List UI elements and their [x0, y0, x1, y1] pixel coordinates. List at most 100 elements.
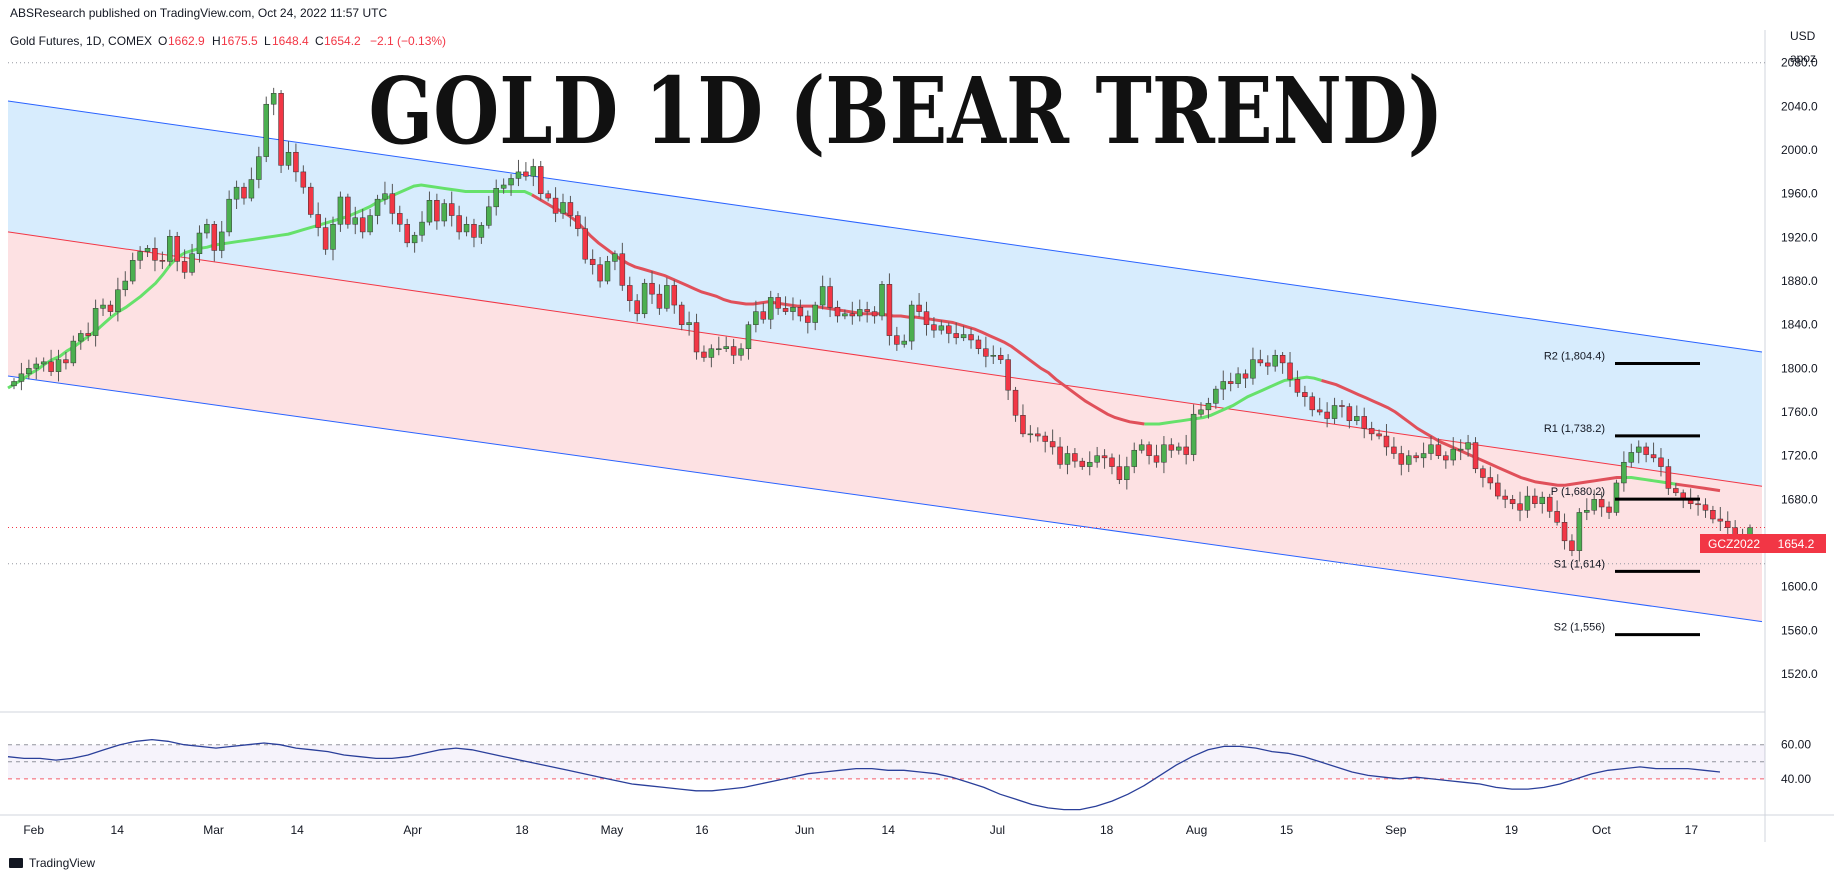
- candle[interactable]: [1554, 500, 1560, 526]
- candle[interactable]: [218, 221, 225, 259]
- candle[interactable]: [960, 325, 967, 342]
- candle[interactable]: [671, 279, 678, 314]
- candle[interactable]: [916, 293, 922, 318]
- candle[interactable]: [374, 194, 381, 225]
- candle[interactable]: [486, 195, 492, 229]
- candle[interactable]: [1517, 491, 1523, 522]
- candle[interactable]: [908, 300, 915, 350]
- candle[interactable]: [560, 193, 566, 219]
- candle[interactable]: [1146, 441, 1152, 465]
- candle[interactable]: [1643, 442, 1649, 463]
- candle[interactable]: [738, 343, 744, 361]
- candle[interactable]: [686, 311, 692, 336]
- candle[interactable]: [790, 297, 796, 321]
- candle[interactable]: [1450, 437, 1456, 466]
- candle[interactable]: [693, 313, 700, 360]
- candle[interactable]: [1635, 440, 1642, 464]
- candle[interactable]: [1650, 442, 1657, 463]
- candle[interactable]: [968, 327, 974, 349]
- candle[interactable]: [946, 322, 952, 344]
- candle[interactable]: [1487, 466, 1494, 490]
- candle[interactable]: [40, 357, 47, 372]
- candle[interactable]: [337, 191, 344, 232]
- candle[interactable]: [1428, 436, 1434, 461]
- candle[interactable]: [1665, 458, 1672, 495]
- candle[interactable]: [1124, 456, 1130, 490]
- candle[interactable]: [70, 335, 77, 367]
- candle[interactable]: [523, 162, 529, 181]
- candle[interactable]: [308, 182, 314, 218]
- pivot-levels[interactable]: R2 (1,804.4) R1 (1,738.2) P (1,680.2) S1 (1…: [1544, 351, 1700, 637]
- candle[interactable]: [1710, 505, 1716, 524]
- candle[interactable]: [1257, 349, 1264, 367]
- candle[interactable]: [189, 243, 195, 276]
- candle[interactable]: [842, 309, 848, 320]
- candle[interactable]: [1101, 449, 1108, 469]
- candle[interactable]: [63, 351, 69, 370]
- candle[interactable]: [233, 180, 240, 210]
- candle[interactable]: [983, 336, 989, 368]
- candle[interactable]: [1413, 452, 1419, 463]
- candle[interactable]: [1086, 451, 1093, 476]
- candle[interactable]: [285, 141, 292, 170]
- pivot-level[interactable]: P (1,680.2): [1551, 486, 1700, 501]
- candle[interactable]: [1235, 367, 1241, 389]
- candle[interactable]: [456, 205, 462, 240]
- candle[interactable]: [330, 216, 336, 261]
- candle[interactable]: [1724, 511, 1731, 535]
- candle[interactable]: [1472, 437, 1479, 474]
- candle[interactable]: [352, 206, 359, 235]
- candle[interactable]: [567, 195, 574, 227]
- candle[interactable]: [871, 306, 878, 324]
- candle[interactable]: [167, 229, 173, 266]
- candle[interactable]: [1131, 442, 1137, 474]
- candle[interactable]: [389, 183, 396, 225]
- candle[interactable]: [181, 249, 188, 279]
- candle[interactable]: [55, 349, 62, 382]
- candle[interactable]: [1242, 369, 1249, 389]
- candle[interactable]: [1005, 354, 1011, 401]
- candle[interactable]: [664, 277, 670, 312]
- rsi-line[interactable]: [7, 738, 1721, 811]
- candle[interactable]: [990, 345, 997, 364]
- candle[interactable]: [241, 182, 247, 205]
- candle[interactable]: [1546, 493, 1553, 518]
- candle[interactable]: [1027, 425, 1034, 443]
- candle[interactable]: [144, 245, 151, 258]
- pivot-level[interactable]: S1 (1,614): [1554, 558, 1700, 573]
- candle[interactable]: [18, 362, 25, 391]
- candle[interactable]: [48, 349, 54, 377]
- candle[interactable]: [1502, 489, 1508, 509]
- candle[interactable]: [211, 221, 218, 262]
- candle[interactable]: [716, 336, 722, 356]
- candle[interactable]: [1561, 513, 1568, 550]
- candle[interactable]: [1227, 372, 1234, 392]
- pivot-level[interactable]: R1 (1,738.2): [1544, 423, 1700, 438]
- candle[interactable]: [411, 231, 418, 253]
- candle[interactable]: [404, 218, 410, 248]
- candle[interactable]: [1509, 494, 1516, 510]
- candle[interactable]: [582, 216, 588, 264]
- candle[interactable]: [1116, 454, 1123, 485]
- candle[interactable]: [1279, 351, 1286, 374]
- candle[interactable]: [1294, 370, 1301, 397]
- candle[interactable]: [997, 347, 1004, 364]
- candle[interactable]: [730, 338, 737, 364]
- candle[interactable]: [589, 249, 596, 275]
- candle[interactable]: [901, 334, 908, 348]
- candle[interactable]: [11, 378, 17, 390]
- candle[interactable]: [552, 187, 559, 223]
- scale-mode-label[interactable]: apoz: [1790, 51, 1816, 65]
- candle[interactable]: [827, 277, 833, 318]
- candle[interactable]: [174, 231, 180, 272]
- candle[interactable]: [1176, 442, 1182, 455]
- candle[interactable]: [1049, 429, 1056, 455]
- candle[interactable]: [760, 302, 767, 324]
- candle[interactable]: [248, 167, 255, 202]
- candle[interactable]: [1109, 453, 1115, 475]
- candle[interactable]: [122, 271, 129, 297]
- candle[interactable]: [1591, 489, 1597, 515]
- candle[interactable]: [1309, 392, 1316, 417]
- candle[interactable]: [545, 190, 551, 202]
- pivot-level[interactable]: S2 (1,556): [1554, 622, 1700, 637]
